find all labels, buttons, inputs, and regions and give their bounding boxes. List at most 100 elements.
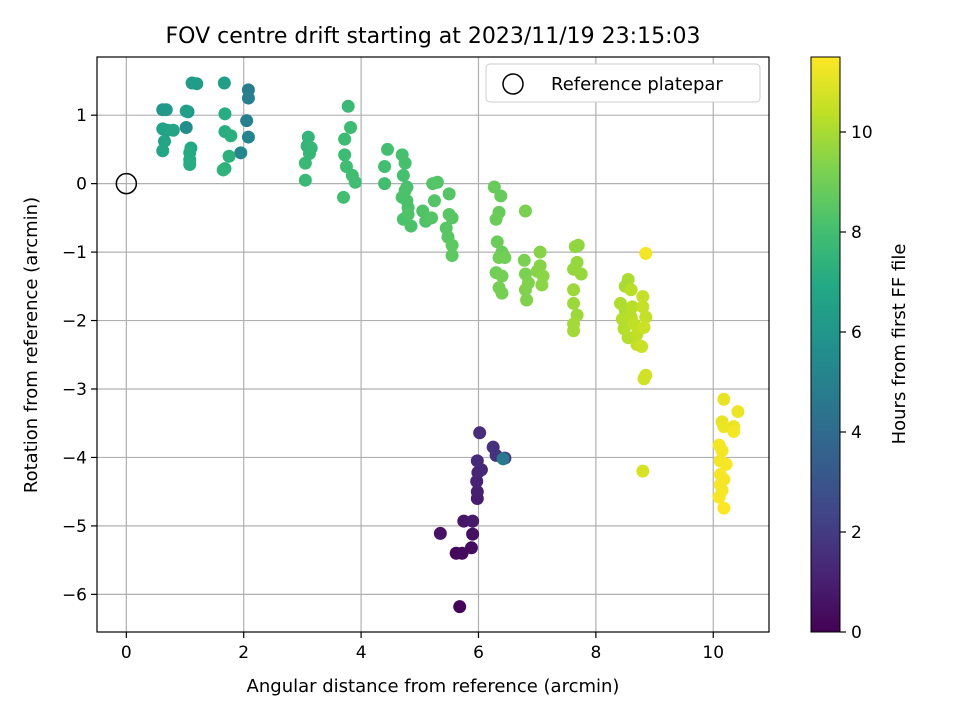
- data-point: [156, 144, 170, 158]
- data-point: [639, 368, 653, 382]
- y-tick-label: −5: [62, 517, 87, 537]
- data-point: [183, 157, 197, 171]
- y-tick-label: 1: [76, 106, 87, 126]
- data-point: [224, 129, 238, 143]
- data-point: [717, 392, 731, 406]
- data-point: [401, 207, 415, 221]
- data-point: [727, 424, 741, 438]
- data-point: [241, 130, 255, 144]
- data-point: [466, 527, 480, 541]
- y-tick-label: −6: [62, 585, 87, 605]
- data-point: [496, 452, 510, 466]
- data-point: [398, 183, 412, 197]
- data-point: [304, 141, 318, 155]
- data-point: [518, 204, 532, 218]
- data-point: [344, 121, 358, 135]
- data-point: [473, 426, 487, 440]
- data-point: [567, 324, 581, 338]
- data-point: [567, 283, 581, 297]
- plot-frame: [96, 56, 770, 633]
- data-point: [190, 77, 204, 91]
- data-point: [338, 148, 352, 162]
- y-tick-label: −4: [62, 448, 87, 468]
- data-point: [517, 253, 531, 267]
- data-point: [466, 514, 480, 528]
- colorbar-tick-label: 0: [851, 623, 862, 643]
- y-tick-label: −1: [62, 243, 87, 263]
- data-point: [520, 293, 534, 307]
- data-point: [445, 238, 459, 252]
- data-point: [381, 142, 395, 156]
- data-point: [492, 251, 506, 265]
- colorbar-tick-label: 4: [851, 423, 862, 443]
- data-point: [338, 132, 352, 146]
- data-point: [621, 272, 635, 286]
- data-point: [179, 121, 193, 135]
- data-point: [470, 485, 484, 499]
- data-point: [425, 211, 439, 225]
- data-point: [404, 219, 418, 233]
- data-point: [442, 187, 456, 201]
- x-tick-label: 2: [238, 643, 249, 663]
- data-point: [636, 464, 650, 478]
- data-point: [166, 123, 180, 137]
- y-tick-label: −3: [62, 380, 87, 400]
- data-point: [433, 526, 447, 540]
- data-point: [731, 405, 745, 419]
- legend-box: [485, 63, 761, 103]
- data-point: [574, 267, 588, 281]
- data-point: [568, 240, 582, 254]
- data-point: [217, 76, 231, 90]
- colorbar-tick-label: 6: [851, 323, 862, 343]
- data-point: [490, 235, 504, 249]
- data-point: [427, 194, 441, 208]
- data-point: [157, 134, 171, 148]
- data-point: [445, 249, 459, 263]
- reference-marker: [115, 172, 138, 195]
- data-point: [489, 212, 503, 226]
- chart-title: FOV centre drift starting at 2023/11/19 …: [166, 24, 701, 49]
- data-point: [234, 146, 248, 160]
- data-point: [439, 221, 453, 235]
- data-point: [378, 160, 392, 174]
- data-point: [624, 283, 638, 297]
- data-point: [636, 300, 650, 314]
- y-axis-label: Rotation from reference (arcmin): [21, 197, 42, 493]
- data-point: [715, 444, 729, 458]
- data-point: [396, 168, 410, 182]
- data-point: [719, 457, 733, 471]
- data-point: [635, 340, 649, 354]
- data-point: [400, 194, 414, 208]
- data-point: [717, 501, 731, 515]
- x-tick-label: 6: [473, 643, 484, 663]
- data-point: [298, 173, 312, 187]
- data-points: [156, 76, 745, 614]
- y-tick-label: 0: [76, 175, 87, 195]
- data-point: [455, 546, 469, 560]
- legend: Reference platepar: [485, 63, 761, 103]
- colorbar-tick-label: 2: [851, 523, 862, 543]
- data-point: [639, 246, 653, 260]
- data-point: [533, 245, 547, 259]
- data-point: [636, 290, 650, 304]
- data-point: [398, 156, 412, 170]
- data-point: [378, 177, 392, 191]
- data-point: [336, 190, 350, 204]
- data-point: [717, 420, 731, 434]
- data-point: [495, 286, 509, 300]
- data-point: [535, 278, 549, 292]
- colorbar-tick-label: 8: [851, 223, 862, 243]
- data-point: [495, 269, 509, 283]
- colorbar: [810, 56, 841, 633]
- data-point: [637, 320, 651, 334]
- data-point: [416, 204, 430, 218]
- legend-label: Reference platepar: [551, 74, 723, 95]
- data-point: [712, 490, 726, 504]
- data-point: [179, 104, 193, 118]
- x-axis-label: Angular distance from reference (arcmin): [247, 676, 620, 697]
- colorbar-tick-label: 10: [851, 123, 873, 143]
- data-point: [240, 114, 254, 128]
- x-tick-label: 4: [356, 643, 367, 663]
- colorbar-ticks: 0 2 4 6 8 10: [840, 123, 873, 643]
- data-point: [341, 99, 355, 113]
